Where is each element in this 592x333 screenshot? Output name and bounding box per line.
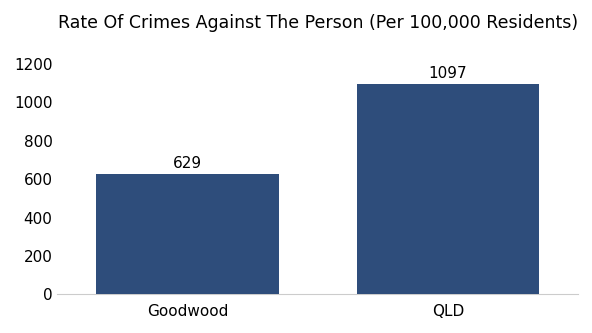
Text: 1097: 1097 — [429, 66, 467, 81]
Bar — [96, 173, 279, 294]
Text: 629: 629 — [173, 156, 202, 170]
Title: Rate Of Crimes Against The Person (Per 100,000 Residents): Rate Of Crimes Against The Person (Per 1… — [57, 14, 578, 32]
Bar — [357, 84, 539, 294]
